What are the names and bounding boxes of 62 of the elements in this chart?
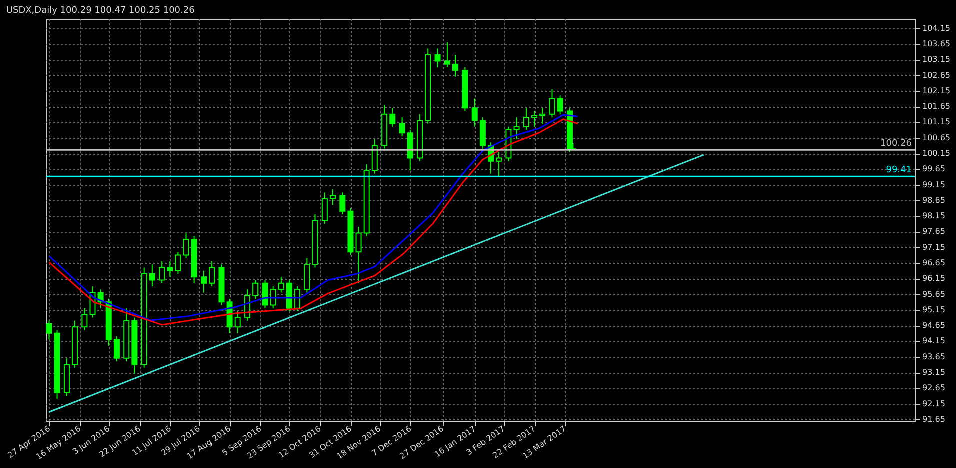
candlestick <box>278 276 284 294</box>
y-tick-label: 96.15 <box>922 274 946 284</box>
candlestick <box>330 189 336 206</box>
candlestick <box>209 260 216 287</box>
candlestick <box>549 88 556 118</box>
y-tick-label: 95.65 <box>922 290 946 299</box>
y-tick-label: 104.15 <box>922 24 950 33</box>
candlestick <box>149 264 156 287</box>
y-tick-label: 95.15 <box>922 305 946 314</box>
y-tick-label: 99.15 <box>922 180 946 190</box>
y-tick-label: 102.65 <box>922 70 950 80</box>
candlestick <box>159 260 166 284</box>
y-tick-label: 93.65 <box>922 352 946 362</box>
candlestick <box>557 95 564 115</box>
y-tick-label: 100.15 <box>922 149 950 158</box>
candlestick <box>390 108 396 128</box>
y-tick-label: 94.15 <box>922 336 946 346</box>
y-tick-label: 101.15 <box>922 118 950 127</box>
y-tick-label: 92.15 <box>922 399 946 408</box>
candlestick <box>114 336 120 362</box>
candlestick <box>183 232 190 259</box>
candlestick <box>270 286 276 309</box>
y-tick-label: 98.15 <box>922 212 946 221</box>
candlestick <box>46 320 52 340</box>
candlestick <box>532 110 538 128</box>
candlestick <box>514 117 520 140</box>
y-tick-label: 98.65 <box>922 196 946 205</box>
candlestick <box>201 270 207 294</box>
candlestick <box>472 98 478 128</box>
candlestick <box>262 280 268 309</box>
candlestick <box>294 286 301 312</box>
y-tick-label: 96.65 <box>922 258 946 268</box>
candlestick <box>82 308 88 331</box>
candlestick <box>452 54 459 78</box>
candlestick <box>434 48 441 68</box>
candlestick <box>399 117 406 137</box>
ref-line-label: 99.41 <box>886 166 912 176</box>
candlestick <box>444 42 450 68</box>
y-tick-label: 92.65 <box>922 384 946 393</box>
y-tick-label: 103.65 <box>922 40 950 49</box>
candlestick <box>322 192 328 224</box>
ref-line-label: 100.26 <box>880 139 912 150</box>
chart-title: USDX,Daily 100.29 100.47 100.25 100.26 <box>6 6 196 16</box>
candlestick <box>234 311 241 334</box>
candlestick <box>167 260 174 278</box>
y-tick-label: 99.65 <box>922 164 946 174</box>
y-tick-label: 100.65 <box>922 133 950 142</box>
y-tick-label: 103.15 <box>922 55 950 64</box>
candlestick <box>175 252 182 274</box>
y-tick-label: 102.15 <box>922 86 950 96</box>
candlestick <box>523 108 530 131</box>
y-tick-label: 97.15 <box>922 242 946 252</box>
y-tick-label: 91.65 <box>922 414 946 424</box>
y-tick-label: 97.65 <box>922 227 946 236</box>
candlestick <box>340 192 346 216</box>
candlestick <box>540 108 546 124</box>
y-tick-label: 93.15 <box>922 368 946 378</box>
y-tick-label: 94.65 <box>922 321 946 330</box>
candlestick <box>496 151 502 178</box>
candlestick <box>252 280 259 300</box>
candlestick <box>356 226 362 284</box>
y-tick-label: 101.65 <box>922 102 950 112</box>
